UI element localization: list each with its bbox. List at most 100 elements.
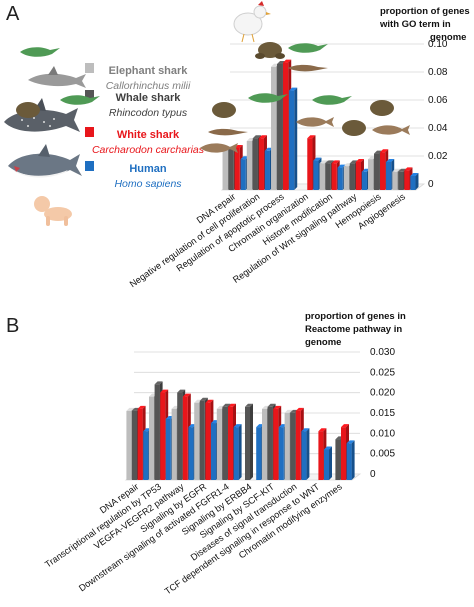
bar-top bbox=[277, 61, 286, 64]
bar-top bbox=[341, 424, 349, 428]
bar bbox=[273, 408, 279, 480]
bar-top bbox=[349, 160, 358, 164]
frog-icon-top bbox=[255, 42, 285, 59]
bar bbox=[404, 170, 410, 190]
y-tick-label: 0.02 bbox=[428, 151, 448, 162]
bar-top bbox=[398, 168, 407, 172]
bar bbox=[341, 427, 346, 480]
bar-side bbox=[306, 428, 310, 480]
bar bbox=[277, 64, 283, 190]
bar bbox=[319, 163, 325, 190]
bar bbox=[245, 406, 250, 480]
lizard-icon-a4 bbox=[312, 95, 352, 105]
bar-top bbox=[374, 150, 383, 154]
bar bbox=[182, 396, 188, 480]
bar-top bbox=[301, 428, 310, 432]
bar bbox=[171, 408, 177, 480]
bar bbox=[132, 410, 137, 480]
y-tick-label: 0.015 bbox=[370, 408, 395, 419]
bar bbox=[355, 162, 361, 190]
bar bbox=[258, 138, 264, 190]
bar-top bbox=[295, 407, 304, 411]
bar-top bbox=[307, 135, 316, 139]
y-tick-label: 0 bbox=[428, 179, 434, 190]
bar-top bbox=[380, 149, 389, 153]
bar bbox=[398, 171, 404, 190]
legend-swatch bbox=[85, 90, 94, 100]
bar bbox=[349, 163, 355, 190]
lizard-icon-top bbox=[288, 43, 328, 53]
bar bbox=[361, 171, 367, 190]
bar bbox=[318, 431, 324, 480]
bar-top bbox=[361, 168, 370, 172]
bar bbox=[380, 152, 386, 190]
bar bbox=[233, 427, 239, 480]
bar-top bbox=[289, 87, 298, 91]
bar-top bbox=[284, 409, 293, 413]
legend-common-name: White shark bbox=[117, 129, 180, 141]
legend-latin-name: Callorhinchus milii bbox=[106, 80, 191, 92]
bar bbox=[346, 443, 352, 480]
bar bbox=[343, 166, 349, 190]
white-shark-icon bbox=[8, 144, 82, 178]
bar-top bbox=[240, 156, 249, 160]
panel-a-letter: A bbox=[6, 3, 20, 25]
bar bbox=[165, 419, 171, 480]
bar bbox=[194, 402, 200, 480]
bar-top bbox=[325, 160, 334, 164]
panel-b-ylabel-line3: genome bbox=[305, 337, 341, 348]
panel-a-ylabel-line1: proportion of genes bbox=[380, 6, 470, 17]
bar bbox=[392, 171, 398, 190]
frog-icon-a1 bbox=[16, 102, 40, 118]
bar-top bbox=[404, 167, 413, 171]
legend-latin-name: Carcharodon carcharias bbox=[92, 144, 205, 156]
y-tick-label: 0 bbox=[370, 469, 376, 480]
bar-side bbox=[294, 87, 298, 190]
bar-top bbox=[267, 403, 276, 407]
legend-swatch bbox=[85, 63, 94, 73]
bar-top bbox=[313, 157, 322, 161]
bar bbox=[216, 408, 222, 480]
bar-side bbox=[238, 424, 242, 480]
bar bbox=[284, 412, 290, 480]
panel-b-ylabel-line1: proportion of genes in bbox=[305, 311, 406, 322]
bar bbox=[262, 408, 267, 480]
frog-icon-a4 bbox=[370, 100, 394, 116]
bar bbox=[301, 431, 307, 480]
bar bbox=[337, 167, 343, 190]
bar-top bbox=[331, 160, 340, 164]
bar-top bbox=[228, 403, 236, 407]
panel-b-letter: B bbox=[6, 315, 19, 337]
bar bbox=[240, 159, 246, 190]
bar bbox=[256, 427, 262, 480]
bar-top bbox=[264, 147, 273, 151]
bar-top bbox=[355, 159, 364, 162]
bar bbox=[307, 138, 313, 190]
bar-top bbox=[410, 173, 419, 176]
bar-top bbox=[160, 389, 169, 393]
bar-side bbox=[329, 446, 332, 480]
bar bbox=[271, 66, 277, 190]
y-tick-label: 0.10 bbox=[428, 39, 448, 50]
bar-top bbox=[258, 135, 267, 139]
bar bbox=[177, 392, 183, 480]
bar bbox=[267, 406, 273, 480]
fish-icon-a1 bbox=[296, 117, 334, 127]
y-tick-label: 0.030 bbox=[370, 347, 395, 358]
elephant-shark-icon bbox=[28, 66, 86, 88]
bar-top bbox=[346, 440, 355, 444]
bar bbox=[283, 62, 289, 190]
legend-latin-name: Homo sapiens bbox=[114, 178, 182, 190]
bar bbox=[386, 162, 392, 190]
bar-top bbox=[245, 403, 253, 407]
bar bbox=[331, 163, 337, 190]
bar bbox=[126, 410, 132, 480]
legend-common-name: Human bbox=[129, 163, 167, 175]
bar-top bbox=[182, 393, 191, 397]
bar-top bbox=[337, 164, 346, 168]
bar bbox=[410, 176, 416, 190]
y-tick-label: 0.08 bbox=[428, 67, 448, 78]
bar bbox=[199, 400, 205, 480]
